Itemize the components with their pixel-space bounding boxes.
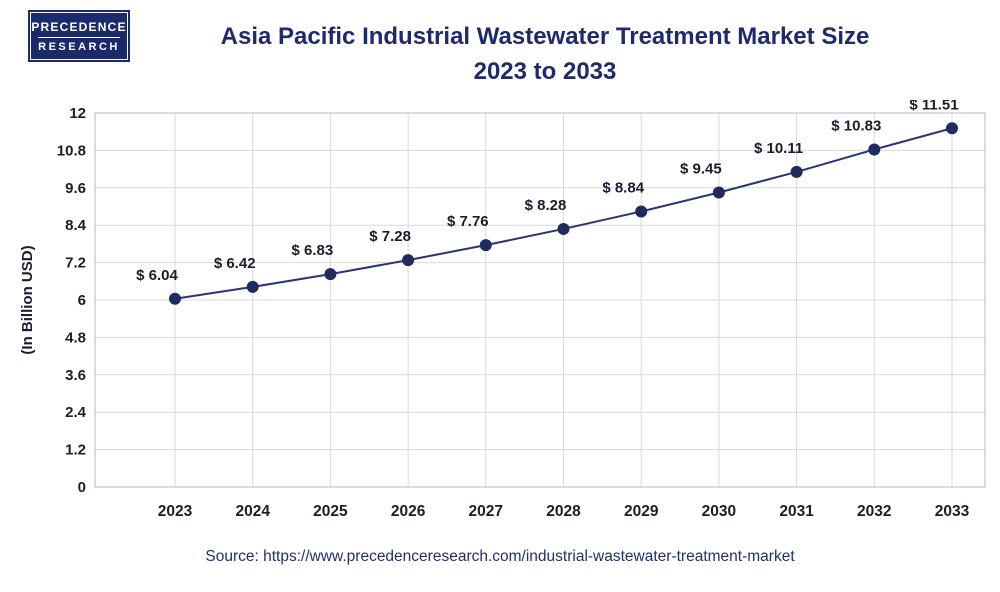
- chart-title-line1: Asia Pacific Industrial Wastewater Treat…: [220, 23, 870, 50]
- y-tick-label: 0: [78, 479, 86, 496]
- data-point: [402, 254, 415, 267]
- data-point-label: $ 9.45: [680, 160, 722, 177]
- y-tick-label: 6: [78, 292, 86, 309]
- chart-title-line2: 2023 to 2033: [473, 57, 617, 85]
- x-tick-label: 2023: [158, 503, 193, 520]
- x-tick-label: 2026: [391, 503, 426, 520]
- data-point-label: $ 7.76: [447, 213, 489, 230]
- data-point-label: $ 8.84: [602, 179, 644, 196]
- data-point-label: $ 11.51: [909, 100, 958, 113]
- y-tick-label: 7.2: [65, 255, 86, 272]
- y-axis-title: (In Billion USD): [19, 245, 36, 354]
- data-point-label: $ 8.28: [525, 197, 567, 214]
- y-tick-label: 2.4: [65, 404, 87, 421]
- y-tick-label: 1.2: [65, 442, 86, 459]
- data-point: [790, 165, 803, 178]
- x-tick-label: 2032: [857, 503, 891, 520]
- source-label: Source:: [205, 548, 259, 565]
- source-line: Source: https://www.precedenceresearch.c…: [0, 548, 1000, 566]
- data-point-label: $ 6.04: [136, 267, 178, 284]
- source-url-link[interactable]: https://www.precedenceresearch.com/indus…: [263, 548, 795, 565]
- chart-title: Asia Pacific Industrial Wastewater Treat…: [0, 20, 1000, 90]
- x-tick-label: 2024: [235, 503, 270, 520]
- precedence-research-logo: PRECEDENCE RESEARCH: [28, 10, 130, 62]
- y-tick-label: 9.6: [65, 180, 86, 197]
- chart-svg: 0 1.2 2.4 3.6 4.8 6 7.2 8.4 9.6 10.8 12 2023 2024 202…: [19, 96, 986, 520]
- x-tick-label: 2031: [779, 503, 814, 520]
- data-point: [557, 222, 570, 235]
- x-tick-label: 2029: [624, 503, 659, 520]
- data-point-label: $ 10.83: [831, 117, 881, 134]
- data-point: [324, 268, 337, 281]
- data-point-label: $ 6.83: [292, 242, 334, 259]
- y-tick-label: 12: [69, 105, 86, 122]
- y-tick-label: 8.4: [65, 217, 87, 234]
- y-tick-label: 3.6: [65, 367, 86, 384]
- plot-border: [94, 112, 986, 488]
- data-point: [712, 186, 725, 199]
- chart-area: 0 1.2 2.4 3.6 4.8 6 7.2 8.4 9.6 10.8 12 2023 2024 202…: [0, 96, 1000, 540]
- data-point: [169, 292, 181, 305]
- x-tick-label: 2033: [935, 503, 970, 520]
- logo-line2: RESEARCH: [38, 36, 120, 53]
- data-point: [246, 280, 259, 293]
- data-point-label: $ 6.42: [214, 255, 256, 272]
- data-point-label: $ 10.11: [754, 140, 803, 157]
- x-tick-label: 2028: [546, 503, 581, 520]
- x-tick-label: 2030: [702, 503, 736, 520]
- x-tick-label: 2027: [469, 503, 503, 520]
- y-tick-label: 4.8: [65, 329, 86, 346]
- data-point-label: $ 7.28: [369, 228, 411, 245]
- data-point: [946, 122, 958, 135]
- x-tick-label: 2025: [313, 503, 348, 520]
- logo-line1: PRECEDENCE: [31, 19, 127, 34]
- y-tick-label: 10.8: [57, 142, 86, 159]
- data-point: [868, 143, 881, 156]
- data-point: [479, 239, 492, 252]
- data-point: [635, 205, 648, 218]
